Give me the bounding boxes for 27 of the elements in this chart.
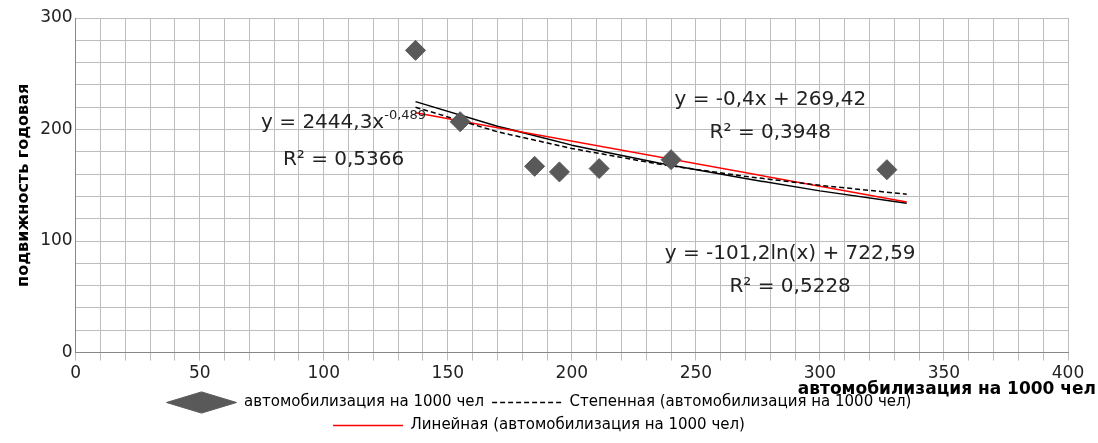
y-axis-title: подвижность годовая [12, 83, 32, 287]
x-tick-label: 350 [927, 362, 961, 383]
y-tick-label: 300 [40, 6, 73, 27]
point [588, 158, 610, 180]
point [405, 39, 427, 61]
point [449, 111, 471, 133]
x-tick-label: 200 [555, 362, 589, 383]
y-tick-label: 200 [40, 117, 73, 138]
annotation: y = -101,2ln(x) + 722,59 [664, 239, 916, 264]
x-tick-label: 250 [679, 362, 713, 383]
legend-label: автомобилизация на 1000 чел [244, 392, 485, 411]
point [660, 149, 682, 171]
annotation: R² = 0,5366 [282, 146, 405, 171]
point [524, 155, 546, 177]
x-tick-label: 150 [431, 362, 465, 383]
annotation: R² = 0,5228 [729, 273, 851, 298]
legend-label: Линейная (автомобилизация на 1000 чел) [410, 415, 745, 434]
point [876, 159, 898, 181]
x-tick-label: 50 [188, 362, 211, 383]
y-tick-label: 0 [61, 341, 73, 362]
x-tick-label: 100 [307, 362, 340, 383]
annotation: y = -0,4x + 269,42 [674, 86, 867, 110]
y-tick-label: 100 [40, 229, 73, 250]
point [548, 161, 570, 183]
annotation: R² = 0,3948 [709, 119, 831, 144]
x-tick-label: 400 [1051, 362, 1085, 383]
x-tick-label: 300 [803, 362, 837, 383]
